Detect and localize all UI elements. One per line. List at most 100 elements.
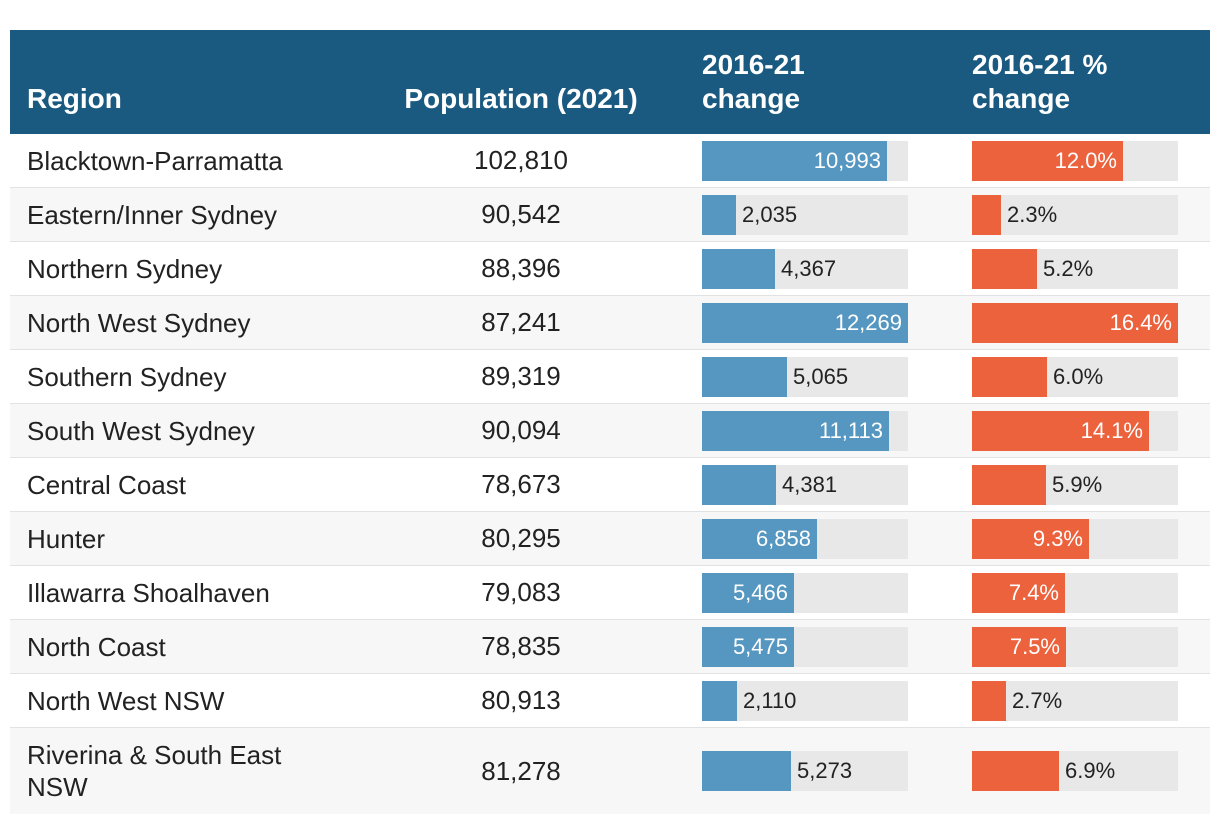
change-bar [702,572,794,613]
change-track: 11,113 [702,410,908,451]
change-track: 5,065 [702,356,908,397]
pct-change-track: 16.4% [972,302,1178,343]
header-pct-change-label: 2016-21 % change [972,49,1108,114]
table-row: North Coast 78,835 5,475 7.5% [10,619,1210,674]
pct-change-cell: 2.7% [972,673,1210,728]
table-row: Riverina & South East NSW 81,278 5,273 6.9% [10,727,1210,814]
change-bar [702,194,736,235]
change-track: 4,381 [702,464,908,505]
population-cell: 78,673 [340,457,702,512]
change-label: 11,113 [818,417,883,443]
pct-change-bar [972,356,1047,397]
table-row: Blacktown-Parramatta 102,810 10,993 12.0% [10,134,1210,188]
table-row: Illawarra Shoalhaven 79,083 5,466 7.4% [10,565,1210,620]
change-cell: 2,035 [702,187,972,242]
region-cell: Blacktown-Parramatta [10,134,340,188]
pct-change-track: 6.0% [972,356,1178,397]
change-bar [702,356,787,397]
change-cell: 2,110 [702,673,972,728]
region-cell: Riverina & South East NSW [10,727,340,814]
change-cell: 5,475 [702,619,972,674]
pct-change-label: 6.9% [1065,758,1116,783]
pct-change-track: 2.7% [972,680,1178,721]
pct-change-cell: 5.2% [972,241,1210,296]
change-bar [702,518,817,559]
header-population[interactable]: Population (2021) [340,30,702,134]
pct-change-cell: 9.3% [972,511,1210,566]
pct-change-label: 9.3% [1032,525,1083,551]
change-cell: 5,273 [702,727,972,814]
pct-change-track: 2.3% [972,194,1178,235]
change-label: 2,035 [742,201,798,227]
pct-change-label: 12.0% [1054,147,1117,173]
change-label: 12,269 [834,309,902,335]
change-bar [702,680,737,721]
change-track: 4,367 [702,248,908,289]
change-track: 6,858 [702,518,908,559]
pct-change-track: 12.0% [972,140,1178,181]
change-label: 5,475 [732,633,788,659]
pct-change-bar [972,680,1006,721]
change-track: 5,273 [702,751,908,791]
change-track: 5,475 [702,626,908,667]
population-table: Region Population (2021) 2016-21 change … [10,30,1210,814]
table-row: Hunter 80,295 6,858 9.3% [10,511,1210,566]
change-label: 4,381 [782,471,838,497]
pct-change-track: 7.5% [972,626,1178,667]
table-body: Blacktown-Parramatta 102,810 10,993 12.0% Ea… [10,134,1210,814]
table-header: Region Population (2021) 2016-21 change … [10,30,1210,134]
pct-change-bar [972,194,1001,235]
pct-change-label: 7.5% [1009,633,1060,659]
header-change-label: 2016-21 change [702,49,805,114]
pct-change-cell: 12.0% [972,134,1210,188]
change-bar [702,751,791,791]
region-cell: North Coast [10,619,340,674]
pct-change-label: 2.3% [1007,201,1058,227]
population-cell: 102,810 [340,134,702,188]
population-cell: 78,835 [340,619,702,674]
pct-change-bar [972,410,1149,451]
population-cell: 89,319 [340,349,702,404]
change-bar [702,464,776,505]
pct-change-cell: 14.1% [972,403,1210,458]
pct-change-bar [972,751,1059,791]
change-bar [702,140,887,181]
pct-change-bar [972,302,1178,343]
header-change[interactable]: 2016-21 change [702,30,972,134]
region-cell: North West Sydney [10,295,340,350]
pct-change-bar [972,464,1046,505]
table-row: Central Coast 78,673 4,381 5.9% [10,457,1210,512]
pct-change-label: 5.9% [1052,471,1103,497]
population-cell: 79,083 [340,565,702,620]
change-cell: 11,113 [702,403,972,458]
change-label: 10,993 [813,147,881,173]
pct-change-cell: 7.4% [972,565,1210,620]
change-label: 4,367 [781,255,837,281]
change-bar [702,248,775,289]
pct-change-bar [972,518,1089,559]
population-cell: 88,396 [340,241,702,296]
pct-change-cell: 16.4% [972,295,1210,350]
change-label: 5,466 [732,579,788,605]
header-region[interactable]: Region [10,30,340,134]
change-cell: 4,381 [702,457,972,512]
population-table-container: Region Population (2021) 2016-21 change … [10,30,1210,814]
table-row: Northern Sydney 88,396 4,367 5.2% [10,241,1210,296]
pct-change-cell: 2.3% [972,187,1210,242]
change-track: 12,269 [702,302,908,343]
pct-change-bar [972,572,1065,613]
change-bar [702,410,889,451]
region-cell: Hunter [10,511,340,566]
pct-change-cell: 6.0% [972,349,1210,404]
pct-change-track: 6.9% [972,751,1178,791]
change-cell: 5,466 [702,565,972,620]
change-label: 6,858 [755,525,811,551]
pct-change-cell: 5.9% [972,457,1210,512]
header-pct-change[interactable]: 2016-21 % change [972,30,1210,134]
pct-change-bar [972,140,1123,181]
region-cell: South West Sydney [10,403,340,458]
population-cell: 87,241 [340,295,702,350]
pct-change-track: 7.4% [972,572,1178,613]
change-bar [702,626,794,667]
pct-change-bar [972,248,1037,289]
